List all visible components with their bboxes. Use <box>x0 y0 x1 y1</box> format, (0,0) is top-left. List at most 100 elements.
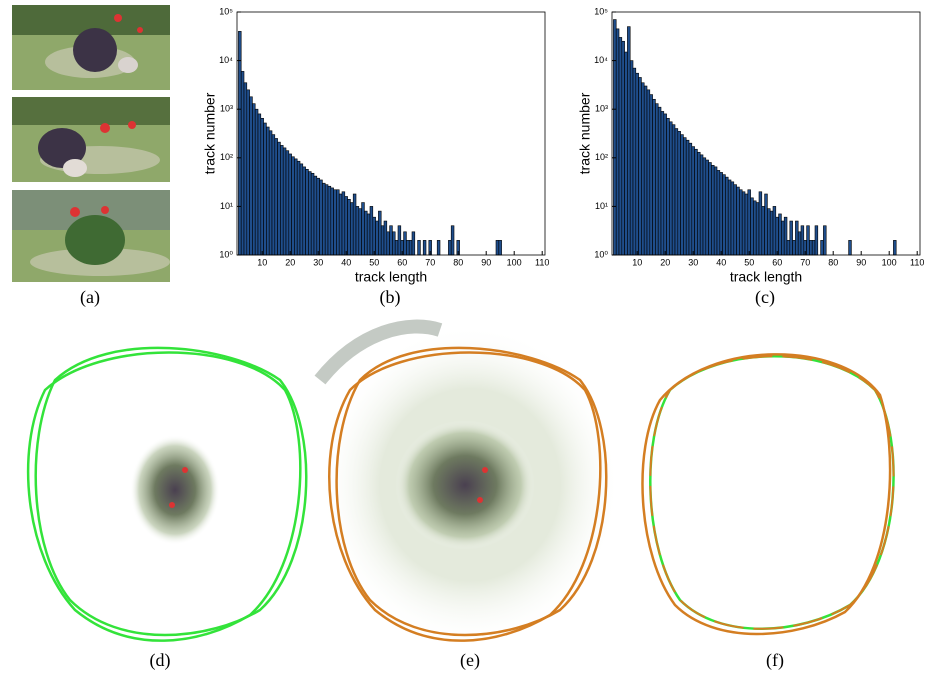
bar <box>711 165 715 256</box>
bar <box>450 225 455 256</box>
bar <box>674 128 679 256</box>
bar <box>769 210 774 256</box>
trajectory-f <box>641 353 895 636</box>
bar <box>341 191 346 256</box>
bar <box>263 122 267 256</box>
bar <box>797 231 802 256</box>
x-tick-label: 40 <box>716 257 726 267</box>
bar <box>495 240 500 256</box>
bar <box>361 202 365 256</box>
bar <box>733 184 737 256</box>
y-tick-label: 10⁵ <box>219 6 233 16</box>
reconstruction-e <box>314 319 620 645</box>
bar <box>383 220 388 256</box>
y-tick-label: 10⁰ <box>219 249 233 259</box>
bar <box>814 225 819 256</box>
bar <box>498 240 502 256</box>
bar <box>380 225 385 256</box>
bar <box>764 193 768 256</box>
x-tick-label: 50 <box>369 257 379 267</box>
y-tick-label: 10⁴ <box>219 55 233 65</box>
bar <box>324 184 329 256</box>
bar <box>629 60 634 256</box>
bar <box>697 151 701 256</box>
bar <box>394 240 399 256</box>
bar <box>291 156 295 256</box>
bar <box>688 142 693 256</box>
bar <box>747 189 751 256</box>
axes-frame <box>236 11 546 256</box>
caption: (e) <box>460 650 480 670</box>
bar <box>294 158 298 256</box>
bar <box>685 139 690 256</box>
bar <box>677 131 681 256</box>
x-tick-label: 100 <box>882 257 897 267</box>
bar <box>666 117 670 256</box>
bar <box>618 37 623 256</box>
bar <box>330 187 334 256</box>
bar <box>638 77 642 256</box>
bar <box>719 172 723 256</box>
bar <box>694 148 698 256</box>
x-tick-label: 110 <box>535 257 549 267</box>
y-tick-label: 10⁰ <box>594 249 608 259</box>
y-tick-label: 10¹ <box>220 201 233 211</box>
y-tick-label: 10⁴ <box>594 55 608 65</box>
bar <box>713 166 718 256</box>
bar <box>705 159 709 256</box>
bar <box>792 240 796 256</box>
bar <box>641 82 645 256</box>
x-tick-label: 30 <box>313 257 323 267</box>
bar <box>347 198 351 256</box>
x-tick-label: 90 <box>856 257 866 267</box>
x-axis-label: track length <box>730 269 802 285</box>
bar <box>725 176 729 256</box>
bar <box>308 171 312 256</box>
bar <box>299 163 304 256</box>
y-tick-label: 10³ <box>220 104 233 114</box>
bar <box>722 174 726 256</box>
x-tick-label: 70 <box>800 257 810 267</box>
bar <box>772 206 777 256</box>
bar <box>649 94 653 256</box>
bar <box>274 138 278 256</box>
bar <box>322 182 326 256</box>
bar <box>252 103 256 256</box>
bar <box>811 240 816 256</box>
y-tick-label: 10² <box>595 152 608 162</box>
bar <box>660 111 665 256</box>
bar <box>809 240 813 256</box>
bar <box>271 134 276 256</box>
bar <box>823 225 827 256</box>
bar <box>753 200 757 256</box>
bar <box>671 124 676 256</box>
bar <box>621 40 625 256</box>
bar <box>397 225 402 256</box>
bar <box>327 185 332 256</box>
bar <box>727 179 732 256</box>
bar <box>319 179 323 256</box>
bar <box>652 98 656 256</box>
bar <box>436 240 441 256</box>
bar <box>243 82 248 256</box>
bar <box>288 153 292 256</box>
bar <box>333 189 337 256</box>
bar <box>268 130 273 256</box>
bar <box>358 208 362 256</box>
bar <box>730 181 735 256</box>
bar <box>632 67 637 256</box>
y-axis-label: track number <box>202 92 218 174</box>
bar <box>338 193 343 256</box>
x-tick-label: 20 <box>660 257 670 267</box>
bar <box>417 240 421 256</box>
bar <box>806 225 810 256</box>
bar <box>800 225 805 256</box>
bar <box>372 216 376 256</box>
x-tick-label: 100 <box>507 257 522 267</box>
bar <box>406 240 410 256</box>
bar <box>786 240 791 256</box>
x-tick-label: 80 <box>453 257 463 267</box>
x-axis-label: track length <box>355 269 427 285</box>
bar <box>848 240 852 256</box>
